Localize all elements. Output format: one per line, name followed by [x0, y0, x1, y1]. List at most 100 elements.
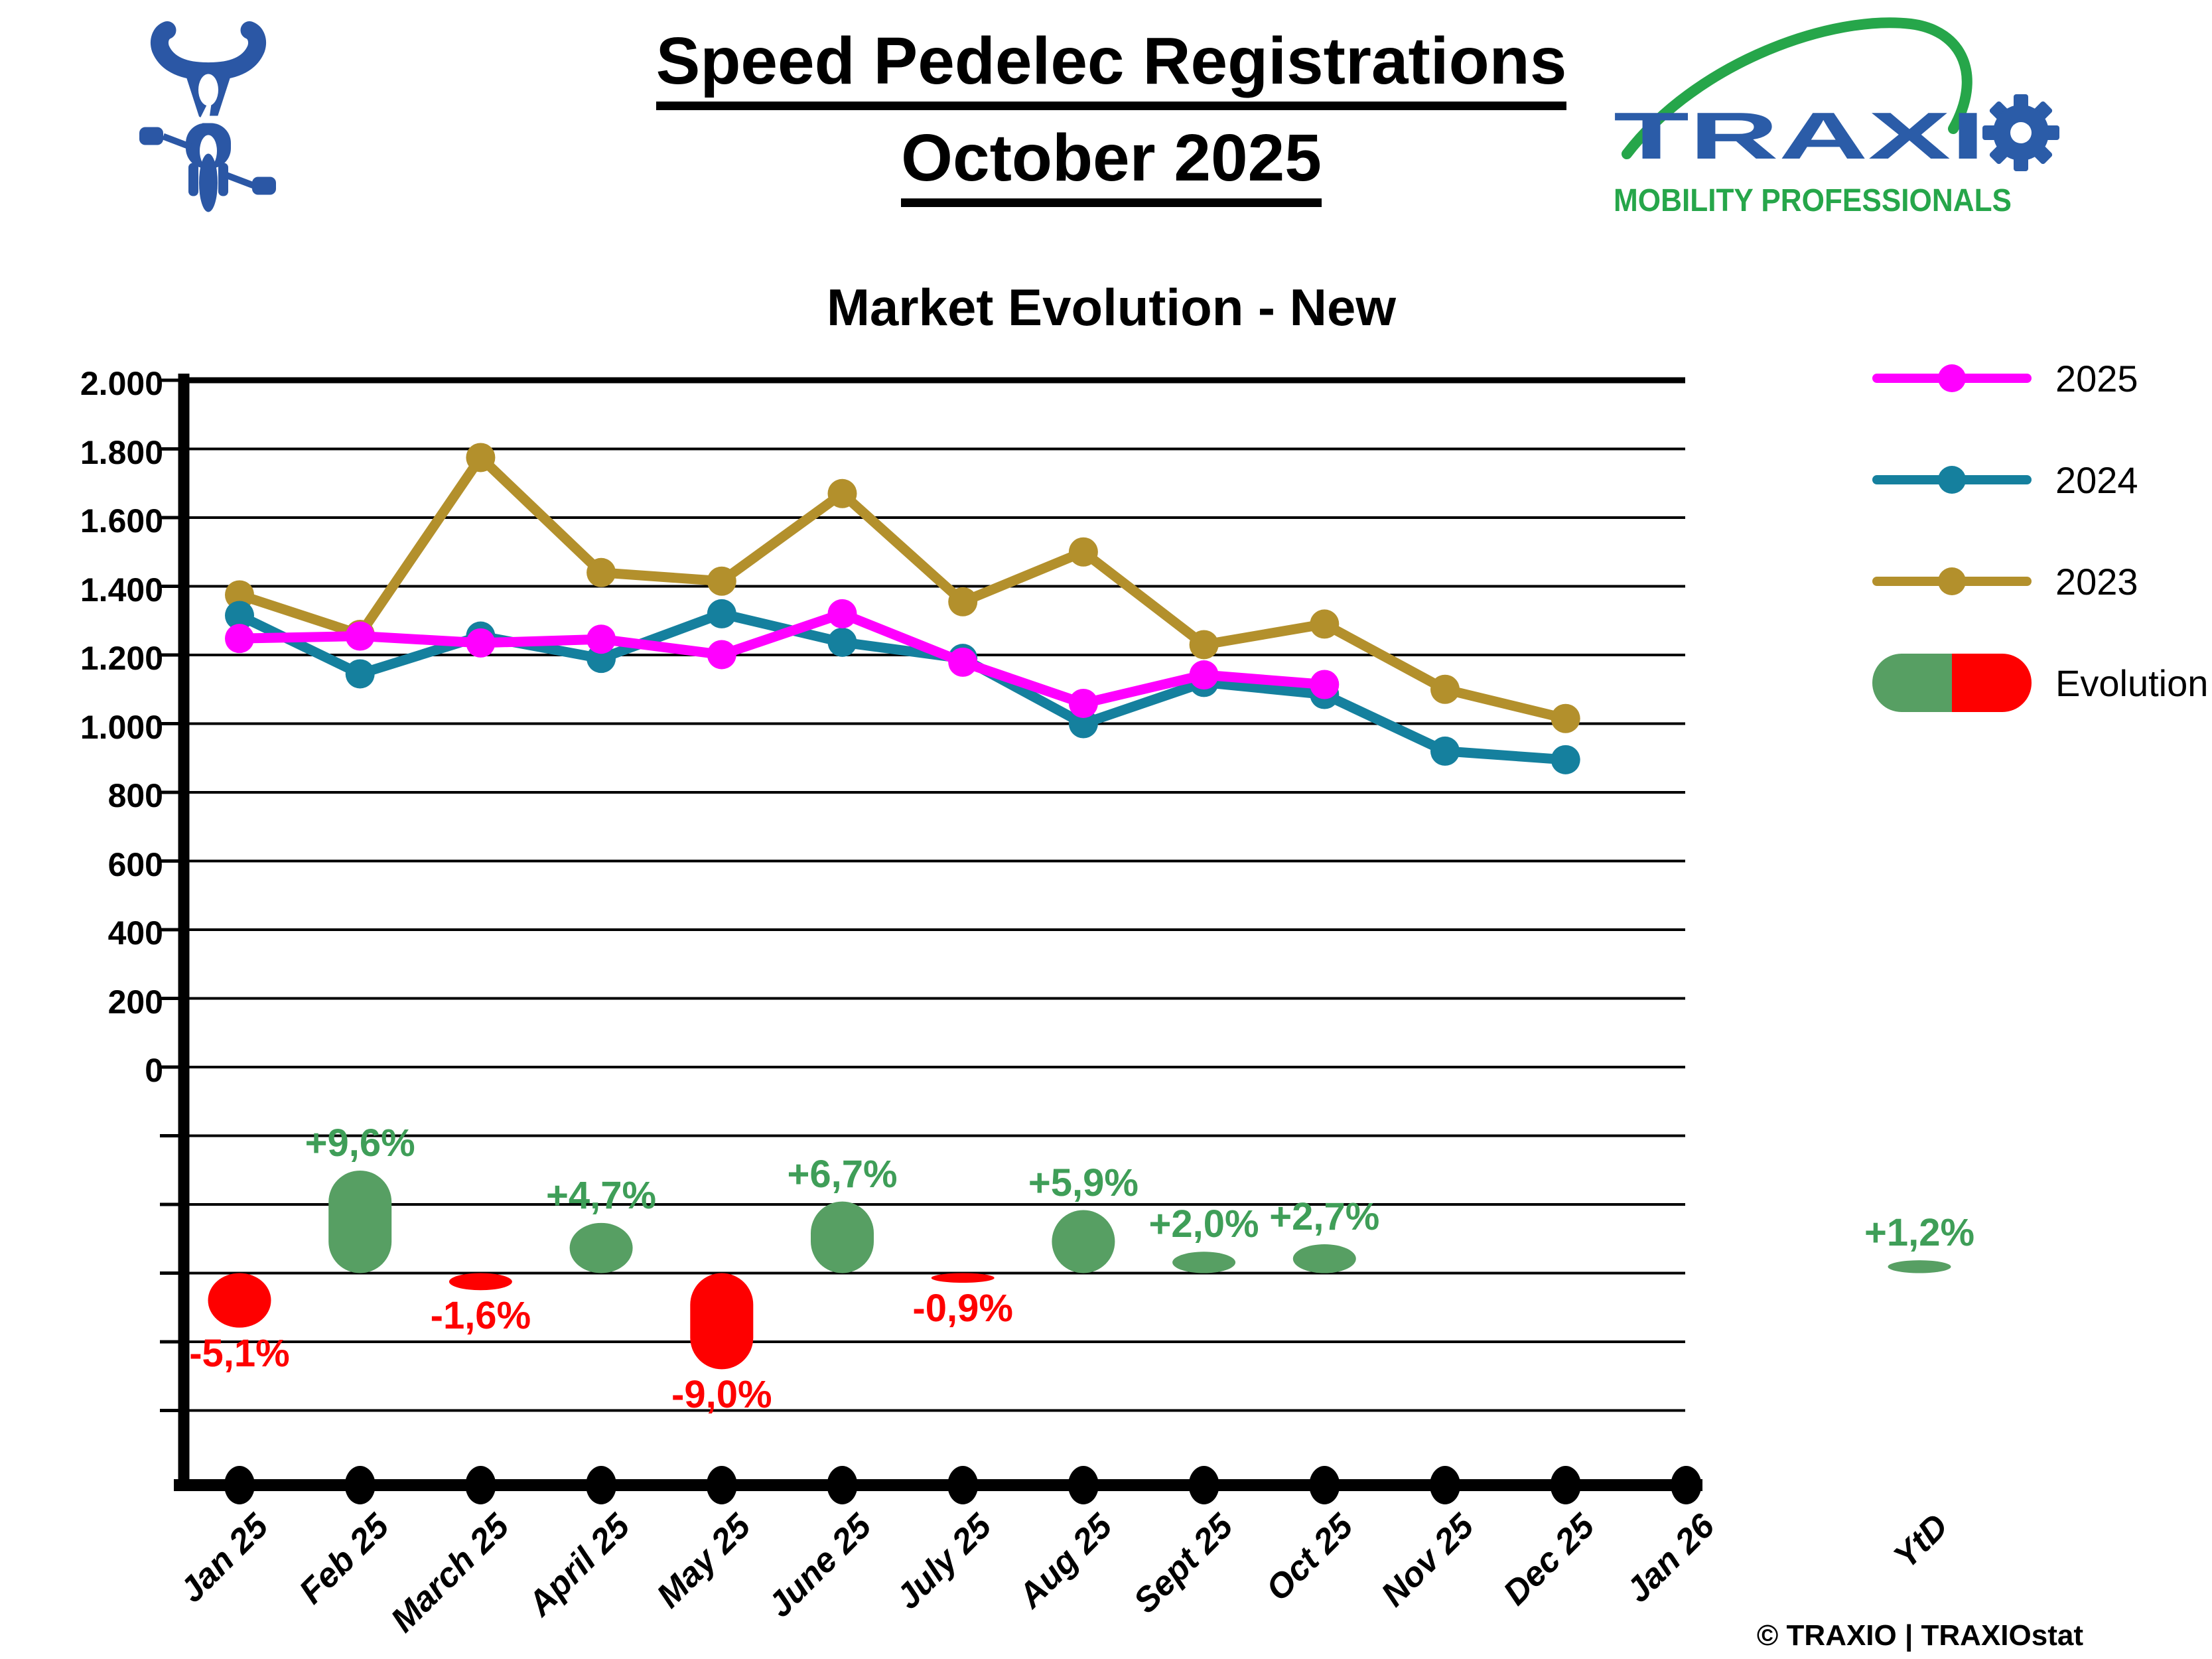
- evolution-bubble-negative: [690, 1273, 754, 1370]
- x-axis-dot: [586, 1466, 617, 1504]
- x-axis-dot: [947, 1466, 979, 1504]
- series-line-2025: [239, 609, 1325, 709]
- data-point-2024: [345, 659, 375, 689]
- x-axis-dot: [1430, 1466, 1460, 1504]
- data-point-2025: [1189, 660, 1219, 690]
- x-axis-dot: [1068, 1466, 1099, 1504]
- data-point-2025: [1310, 670, 1340, 699]
- y-axis-label: 2.000: [80, 365, 163, 402]
- page-title-line1: Speed Pedelec Registrations: [656, 24, 1567, 110]
- evolution-bubble-positive: [1052, 1210, 1115, 1273]
- y-axis-label: 1.400: [80, 571, 163, 609]
- evolution-pct-label: +4,7%: [546, 1173, 657, 1217]
- evolution-bubble-positive: [1172, 1252, 1236, 1273]
- evolution-bubble-positive: [328, 1170, 392, 1273]
- traxio-logo: TRAXI MOBILITY PROFESSIONALS: [1614, 17, 2059, 218]
- x-axis-dot: [224, 1466, 255, 1504]
- x-axis-dot: [706, 1466, 737, 1504]
- data-point-2025: [948, 647, 978, 677]
- data-point-2024: [1430, 736, 1460, 766]
- data-point-2023: [707, 566, 736, 596]
- data-point-2023: [948, 587, 978, 616]
- series-line-2023: [238, 452, 1567, 724]
- logo-gear-icon: [1982, 94, 2059, 171]
- evolution-bubble-negative: [449, 1273, 512, 1291]
- evolution-bubble-negative: [208, 1273, 271, 1328]
- y-axis-label: 1.200: [80, 640, 163, 677]
- data-point-2025: [345, 621, 375, 651]
- evolution-pct-label-ytd: +1,2%: [1864, 1211, 1975, 1255]
- data-point-2023: [827, 478, 857, 508]
- data-point-2024: [707, 599, 736, 628]
- data-point-2024: [827, 627, 857, 657]
- handlebar-left: [151, 21, 216, 80]
- copyright-footer: © TRAXIO | TRAXIOstat: [1756, 1619, 2083, 1652]
- crank-right: [224, 171, 255, 189]
- evolution-pct-label: +9,6%: [305, 1121, 415, 1165]
- data-point-2023: [1430, 674, 1460, 704]
- evolution-bubble-positive: [569, 1222, 633, 1273]
- pedal-right: [252, 177, 276, 195]
- crank-left: [162, 133, 192, 151]
- evolution-pct-label: +6,7%: [787, 1152, 898, 1196]
- legend-dot-2024: [1938, 466, 1966, 494]
- y-axis-label: 1.800: [80, 433, 163, 471]
- legend-label-2023: 2023: [2055, 561, 2138, 603]
- evolution-bubble-negative: [931, 1273, 995, 1283]
- x-axis-dot: [344, 1466, 376, 1504]
- fork-leg-right: [218, 163, 228, 196]
- ebike-icon: [139, 21, 276, 212]
- legend-label-2025: 2025: [2055, 358, 2138, 399]
- logo-tagline: MOBILITY PROFESSIONALS: [1614, 183, 2012, 218]
- evolution-pct-label: +2,0%: [1148, 1202, 1259, 1246]
- y-axis-label: 800: [107, 777, 163, 814]
- data-point-2023: [225, 580, 254, 610]
- y-axis-label: 1.000: [80, 708, 163, 746]
- chart-title: Market Evolution - New: [826, 278, 1397, 336]
- evolution-pct-label: +5,9%: [1028, 1161, 1139, 1204]
- data-point-2024: [1551, 745, 1580, 774]
- evolution-bubble-positive: [1888, 1260, 1951, 1273]
- data-point-2024: [225, 601, 254, 630]
- front-wheel: [199, 153, 218, 212]
- x-axis-dot: [1671, 1466, 1702, 1504]
- x-axis-dot: [827, 1466, 858, 1504]
- legend-label-2024: 2024: [2055, 459, 2138, 501]
- head-tube-hole: [198, 74, 218, 106]
- y-axis-label: 0: [145, 1052, 163, 1089]
- evolution-pct-label: -0,9%: [912, 1286, 1013, 1330]
- header: Speed Pedelec Registrations October 2025: [564, 24, 1659, 207]
- data-point-2023: [466, 443, 496, 472]
- data-point-2025: [827, 599, 857, 628]
- x-axis-dot: [465, 1466, 496, 1504]
- data-point-2025: [587, 624, 616, 654]
- data-point-2023: [1310, 609, 1340, 639]
- fork-leg-left: [188, 163, 198, 196]
- page-title-line2: October 2025: [901, 121, 1322, 207]
- logo-brand-text: TRAXI: [1614, 99, 1985, 173]
- evolution-pct-label: -5,1%: [189, 1331, 290, 1375]
- x-axis-dot: [1550, 1466, 1581, 1504]
- legend-dot-2025: [1938, 364, 1966, 392]
- pedal-left: [139, 127, 163, 145]
- legend-pill-evolution: [1872, 654, 2032, 712]
- handlebar-right: [200, 21, 266, 80]
- data-point-2023: [1551, 703, 1580, 733]
- evolution-pct-label: +2,7%: [1269, 1195, 1380, 1239]
- legend-dot-2023: [1938, 567, 1966, 595]
- data-point-2023: [1068, 537, 1098, 567]
- y-axis-label: 1.600: [80, 502, 163, 540]
- x-axis-dot: [1309, 1466, 1340, 1504]
- x-axis-dot: [1188, 1466, 1219, 1504]
- data-point-2023: [1189, 630, 1219, 660]
- data-point-2025: [466, 628, 496, 658]
- data-point-2024: [1068, 709, 1098, 739]
- legend-label-Evolution: Evolution: [2055, 662, 2209, 704]
- logo-swoosh: [1622, 17, 1972, 159]
- y-axis-label: 200: [107, 983, 163, 1021]
- data-point-2023: [587, 557, 616, 587]
- y-axis-label: 400: [107, 914, 163, 952]
- data-point-2025: [1068, 688, 1098, 718]
